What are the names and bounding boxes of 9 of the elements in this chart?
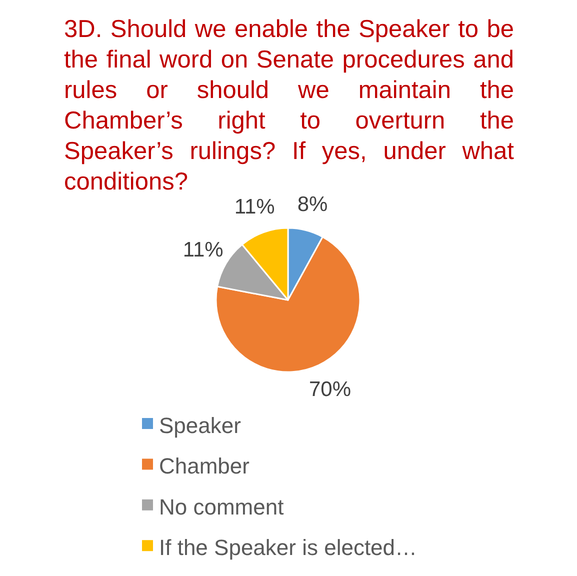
legend-label: Speaker: [159, 413, 241, 438]
data-label: 8%: [297, 192, 328, 216]
data-label: 70%: [308, 378, 352, 401]
legend-label: If the Speaker is elected…: [159, 535, 418, 560]
chart-title: 3D. Should we enable the Speaker to be the final word on Senate procedures and rules or should we maintain the Chamber’s right to overturn the Speaker’s rulings? If yes, under what conditions?: [64, 16, 514, 196]
legend-label: No comment: [159, 494, 284, 520]
data-label: 11%: [182, 238, 224, 262]
legend-label: Chamber: [159, 454, 250, 479]
data-label: 11%: [234, 196, 275, 219]
